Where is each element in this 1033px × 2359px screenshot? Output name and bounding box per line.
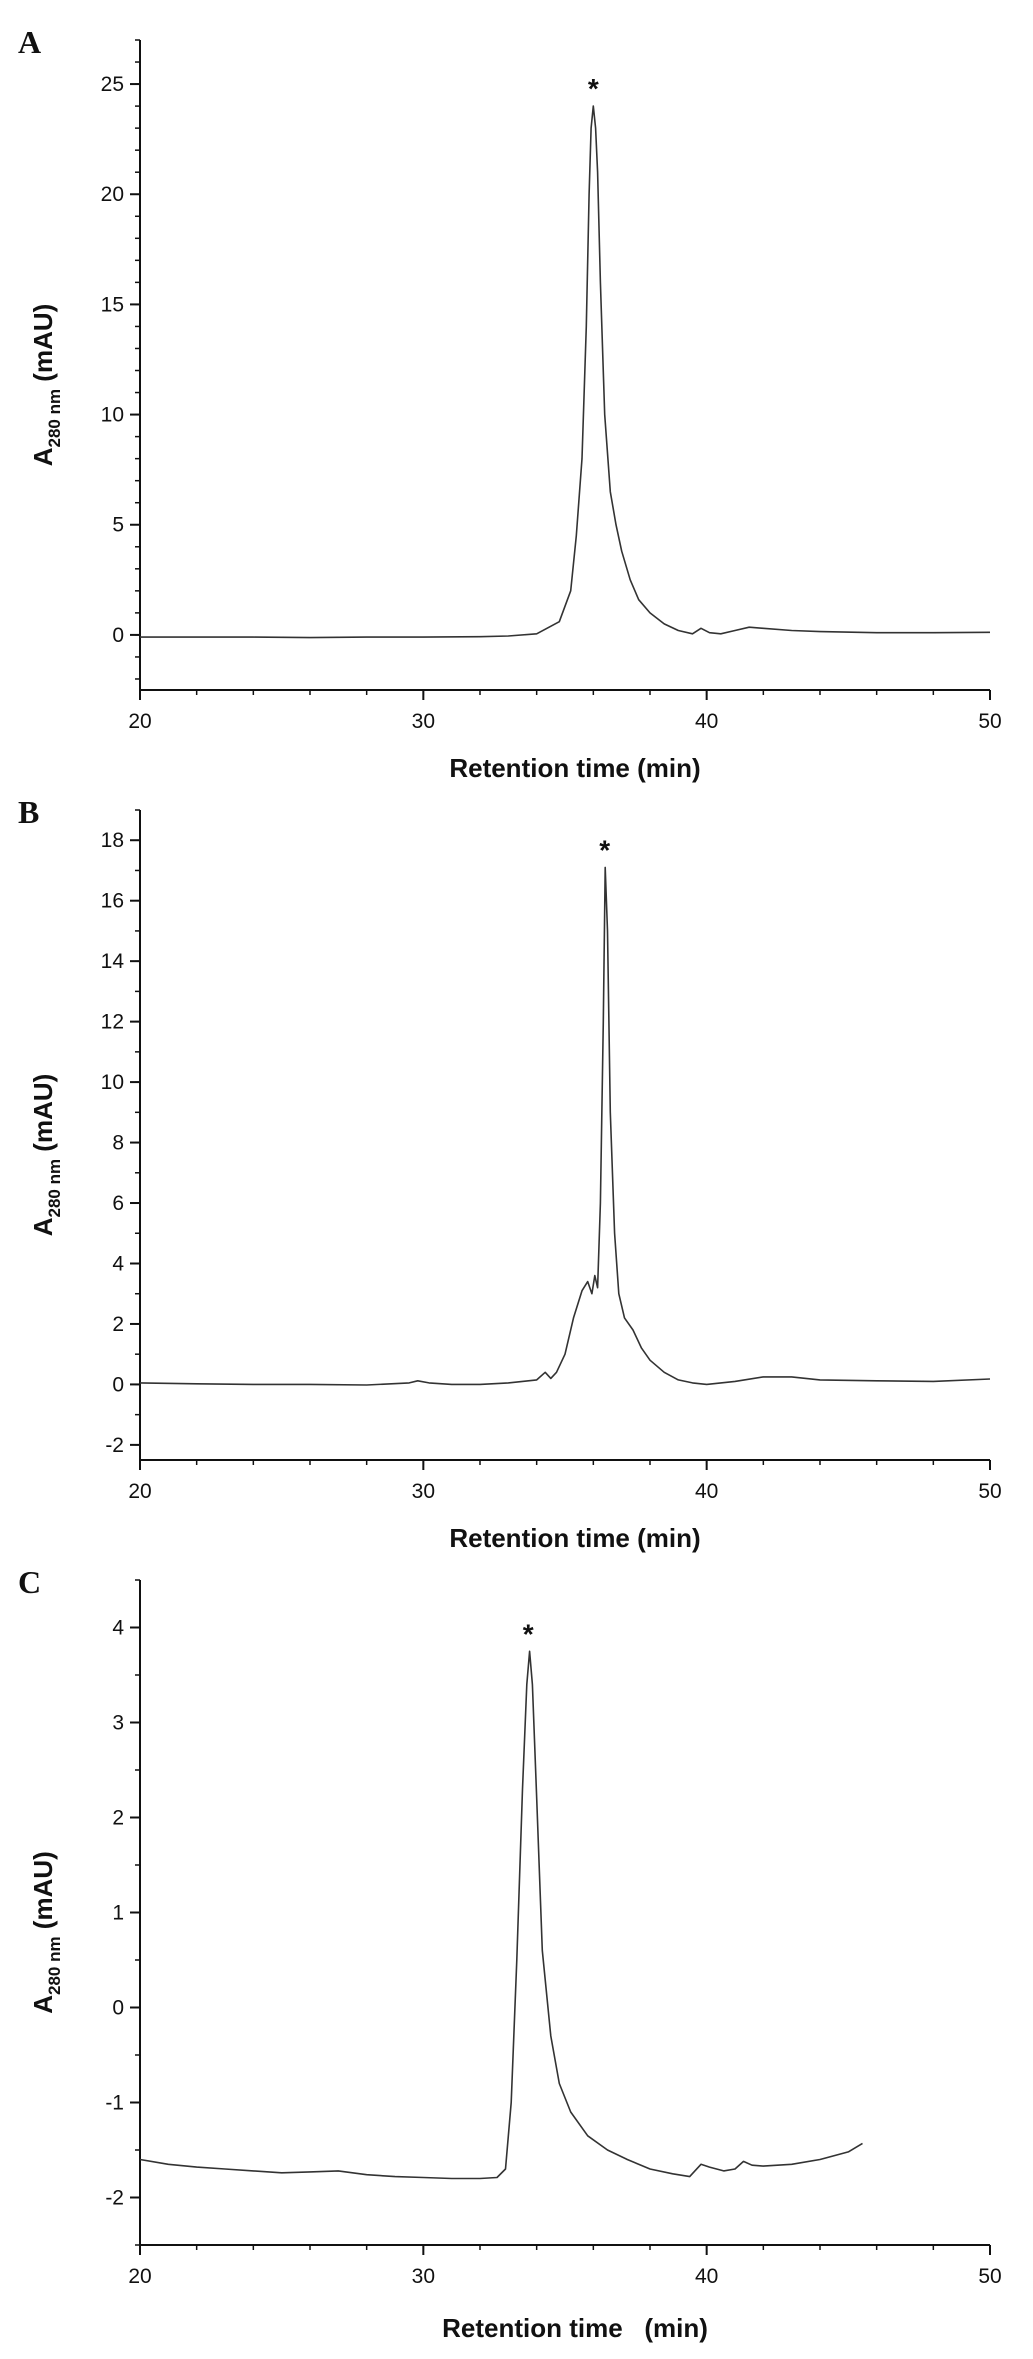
y-axis-title-subscript: 280 nm [45, 1159, 64, 1218]
y-tick-label: 15 [101, 293, 124, 316]
panel-label-a: A [18, 24, 42, 60]
x-tick-label: 30 [412, 2265, 435, 2288]
chart-panel-b: B -2 0 2 4 6 8 10 12 14 16 18 20 30 40 50 Retention tim… [0, 770, 1033, 1560]
y-axis-title: A280 nm (mAU) [28, 1851, 64, 2014]
y-tick-label: 0 [112, 624, 124, 647]
y-tick-label: 20 [101, 183, 124, 206]
x-tick-label: 40 [695, 1480, 718, 1503]
y-tick-label: 0 [112, 1373, 124, 1396]
x-tick-label: 40 [695, 710, 718, 733]
y-tick-label: 18 [101, 829, 124, 852]
x-tick-label: 30 [412, 710, 435, 733]
x-tick-label: 20 [128, 710, 151, 733]
chart-panel-c: C -2 -1 0 1 2 3 4 20 30 40 50 Retention time (min) A… [0, 1540, 1033, 2359]
peak-asterisk: * [523, 1618, 534, 1649]
y-axis-title-subscript: 280 nm [45, 1936, 64, 1995]
y-tick-label: 14 [101, 950, 125, 973]
y-tick-label: 25 [101, 73, 124, 96]
y-tick-label: 0 [112, 1997, 124, 2020]
chromatogram-line-b [139, 866, 991, 1386]
y-tick-label: 6 [112, 1192, 124, 1215]
y-axis-title-main: A [28, 1995, 58, 2014]
y-tick-label: 1 [112, 1902, 124, 1925]
y-tick-label: -2 [105, 1434, 124, 1457]
x-axis-title: Retention time (min) [449, 753, 700, 783]
y-tick-label: 4 [112, 1617, 124, 1640]
y-tick-label: 8 [112, 1132, 124, 1155]
chart-panel-a: A 0 5 10 15 20 25 20 30 40 50 Retention time (min)… [0, 0, 1033, 790]
y-axis-title-main: A [28, 447, 58, 466]
x-axis-title: Retention time (min) [442, 2313, 708, 2343]
chart-a-svg: 0 5 10 15 20 25 20 30 40 50 Retention time (min) A2… [28, 39, 1002, 783]
y-axis-title: A280 nm (mAU) [28, 1074, 64, 1237]
y-axis-title-unit: (mAU) [28, 1074, 58, 1159]
y-tick-label: 2 [112, 1313, 124, 1336]
x-tick-label: 40 [695, 2265, 718, 2288]
panel-label-b: B [18, 794, 40, 830]
y-axis-title-unit: (mAU) [28, 304, 58, 389]
y-tick-label: -1 [105, 2092, 124, 2115]
x-tick-label: 50 [978, 710, 1001, 733]
y-tick-label: 5 [112, 514, 124, 537]
x-axis-title: Retention time (min) [449, 1523, 700, 1553]
x-tick-label: 20 [128, 2265, 151, 2288]
y-axis-title-unit: (mAU) [28, 1851, 58, 1936]
chart-c-svg: -2 -1 0 1 2 3 4 20 30 40 50 Retention time (min) A28… [28, 1579, 1002, 2343]
peak-asterisk: * [599, 834, 610, 865]
y-tick-label: 10 [101, 404, 124, 427]
y-tick-label: 2 [112, 1807, 124, 1830]
y-tick-label: 3 [112, 1712, 124, 1735]
y-axis-title: A280 nm (mAU) [28, 304, 64, 467]
x-tick-label: 50 [978, 2265, 1001, 2288]
x-tick-label: 30 [412, 1480, 435, 1503]
y-tick-label: -2 [105, 2187, 124, 2210]
chromatogram-line-c [139, 1650, 863, 2180]
y-axis-title-subscript: 280 nm [45, 389, 64, 448]
y-axis-title-main: A [28, 1217, 58, 1236]
y-tick-label: 10 [101, 1071, 124, 1094]
peak-asterisk: * [588, 73, 599, 104]
y-tick-label: 16 [101, 890, 124, 913]
panel-label-c: C [18, 1564, 42, 1600]
y-tick-label: 12 [101, 1011, 124, 1034]
chart-b-svg: -2 0 2 4 6 8 10 12 14 16 18 20 30 40 50 Retention time … [28, 809, 1002, 1553]
chromatogram-line-a [140, 105, 991, 639]
x-tick-label: 20 [128, 1480, 151, 1503]
x-tick-label: 50 [978, 1480, 1001, 1503]
y-tick-label: 4 [112, 1252, 124, 1275]
